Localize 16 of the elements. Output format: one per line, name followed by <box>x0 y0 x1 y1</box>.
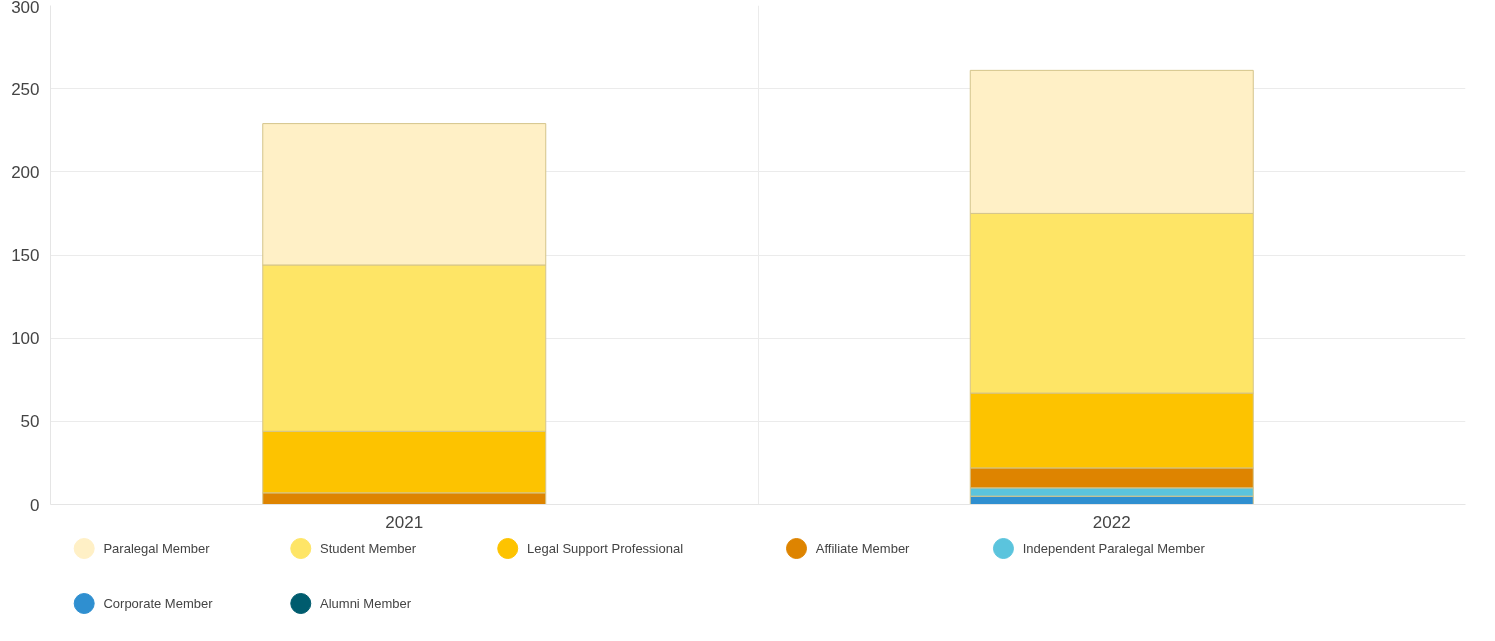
legend-label: Legal Support Professional <box>526 541 684 556</box>
y-tick-label: 300 <box>11 0 40 17</box>
y-tick-label: 50 <box>20 412 40 432</box>
y-tick-label: 250 <box>11 79 40 99</box>
legend-label: Affiliate Member <box>815 541 911 556</box>
x-tick-label: 2022 <box>1092 512 1131 532</box>
y-tick-label: 0 <box>30 495 40 515</box>
legend-label: Student Member <box>320 541 417 556</box>
y-tick-label: 100 <box>11 329 40 349</box>
legend-label: Paralegal Member <box>103 541 211 556</box>
x-tick-label: 2021 <box>385 512 424 532</box>
legend-label: Independent Paralegal Member <box>1022 541 1206 556</box>
legend-label: Corporate Member <box>103 596 214 611</box>
y-tick-label: 200 <box>11 162 40 182</box>
y-tick-label: 150 <box>11 246 40 265</box>
legend-label: Alumni Member <box>320 596 412 611</box>
